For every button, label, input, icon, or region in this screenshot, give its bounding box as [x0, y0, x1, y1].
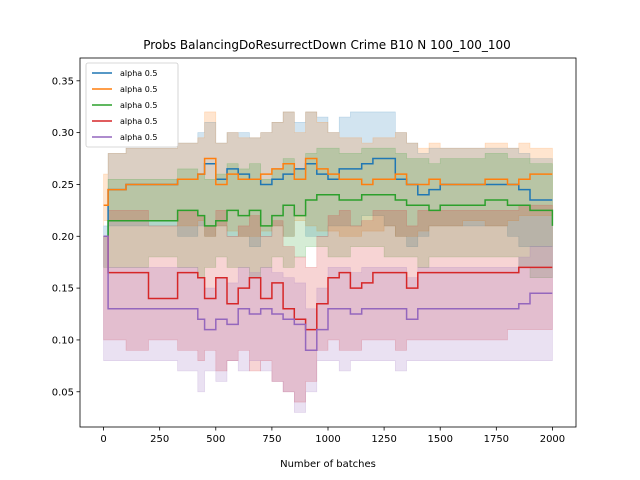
legend-entry-label: alpha 0.5 — [120, 117, 157, 126]
x-tick-label: 1250 — [371, 434, 396, 445]
line-series-3 — [103, 194, 554, 238]
y-tick-label: 0.05 — [52, 387, 74, 398]
x-tick-label: 500 — [206, 434, 225, 445]
legend: alpha 0.5 alpha 0.5 alpha 0.5 alpha 0.5 alph… — [85, 62, 179, 148]
line-series-5 — [103, 235, 553, 352]
legend-entry-label: alpha 0.5 — [120, 133, 157, 142]
y-tick-label: 0.25 — [52, 180, 74, 191]
y-tick-label: 0.35 — [52, 76, 74, 87]
legend-entry-label: alpha 0.5 — [120, 101, 157, 110]
line-series-2 — [103, 157, 553, 206]
chart-title: Probs BalancingDoResurrectDown Crime B10… — [143, 38, 511, 52]
y-tick-label: 0.10 — [52, 335, 74, 346]
x-tick-label: 2000 — [540, 434, 565, 445]
legend-entry-label: alpha 0.5 — [120, 69, 157, 78]
y-tick-label: 0.15 — [52, 284, 74, 295]
x-axis: 0 250 500 750 1000 1250 1500 1750 2000 — [100, 427, 565, 445]
x-tick-label: 750 — [262, 434, 281, 445]
legend-entry-label: alpha 0.5 — [120, 85, 157, 94]
x-tick-label: 250 — [150, 434, 169, 445]
line-series-4 — [103, 235, 553, 331]
legend-box — [85, 62, 179, 148]
x-tick-label: 1750 — [484, 434, 509, 445]
y-tick-label: 0.30 — [52, 128, 74, 139]
y-tick-label: 0.20 — [52, 232, 74, 243]
x-tick-label: 1000 — [315, 434, 340, 445]
x-tick-label: 0 — [100, 434, 106, 445]
series-lines — [103, 157, 554, 352]
x-tick-label: 1500 — [427, 434, 452, 445]
x-axis-label: Number of batches — [280, 459, 376, 470]
y-axis: 0.05 0.10 0.15 0.20 0.25 0.30 0.35 — [52, 76, 80, 398]
